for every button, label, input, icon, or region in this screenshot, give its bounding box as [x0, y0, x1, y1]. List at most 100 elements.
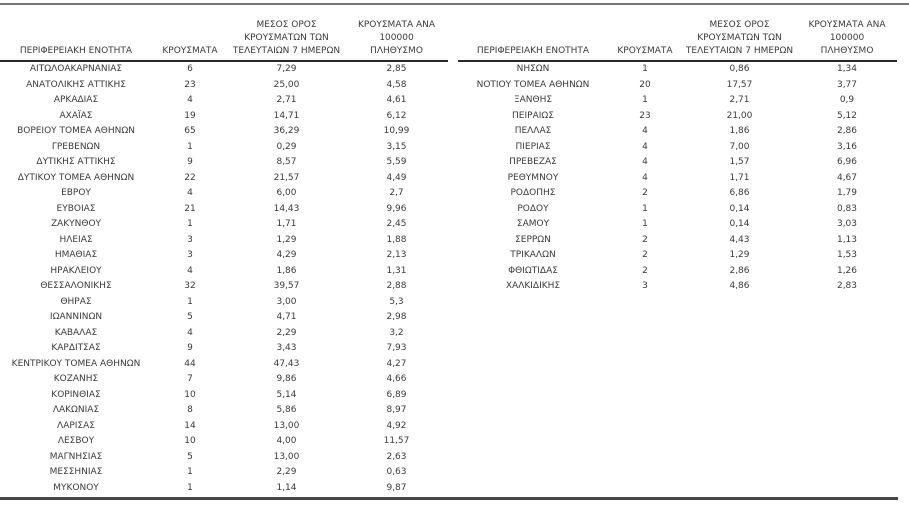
cell-per100k: 3,77 [836, 79, 858, 90]
cell-region: ΑΧΑΪΑΣ [59, 110, 93, 121]
cell-avg7: 14,43 [273, 203, 300, 214]
cell-per100k: 1,53 [836, 250, 858, 260]
table-header-left: ΠΕΡΙΦΕΡΕΙΑΚΗ ΕΝΟΤΗΤΑ ΚΡΟΥΣΜΑΤΑ ΜΕΣΟΣ ΟΡΟ… [0, 5, 448, 62]
table-header-right: ΠΕΡΙΦΕΡΕΙΑΚΗ ΕΝΟΤΗΤΑ ΚΡΟΥΣΜΑΤΑ ΜΕΣΟΣ ΟΡΟ… [458, 5, 897, 62]
cell-per100k: 1,26 [836, 265, 858, 276]
cell-avg7: 7,29 [276, 64, 297, 74]
column-header-avg7: ΜΕΣΟΣ ΟΡΟΣ ΚΡΟΥΣΜΑΤΩΝ ΤΩΝ ΤΕΛΕΥΤΑΙΩΝ 7 Η… [682, 5, 797, 62]
cell-region: ΚΑΒΑΛΑΣ [54, 327, 98, 338]
cell-cases: 4 [187, 265, 193, 276]
cell-avg7: 4,29 [276, 250, 297, 260]
cell-avg7: 39,57 [273, 281, 300, 291]
table-row: ΧΑΛΚΙΔΙΚΗΣ 3 4,86 2,83 [458, 279, 897, 295]
cell-region: ΔΥΤΙΚΗΣ ΑΤΤΙΚΗΣ [36, 157, 116, 167]
cell-per100k: 4,27 [386, 358, 407, 369]
cell-avg7: 25,00 [273, 79, 300, 90]
cell-avg7: 5,14 [276, 389, 297, 400]
table-row: ΚΟΖΑΝΗΣ 7 9,86 4,66 [0, 372, 448, 388]
cell-cases: 23 [639, 110, 651, 121]
cell-cases: 22 [184, 172, 196, 183]
header-row: ΠΕΡΙΦΕΡΕΙΑΚΗ ΕΝΟΤΗΤΑ ΚΡΟΥΣΜΑΤΑ ΜΕΣΟΣ ΟΡΟ… [0, 5, 448, 62]
cell-region: ΡΕΘΥΜΝΟΥ [507, 172, 559, 183]
cell-per100k: 5,12 [836, 110, 858, 121]
table-body-left: ΑΙΤΩΛΟΑΚΑΡΝΑΝΙΑΣ 6 7,29 2,85 ΑΝΑΤΟΛΙΚΗΣ ΑΤΤΙ… [0, 61, 448, 496]
cell-avg7: 1,57 [729, 157, 750, 167]
cell-cases: 4 [187, 95, 193, 105]
cell-avg7: 1,71 [729, 172, 750, 183]
cell-avg7: 0,14 [729, 203, 750, 214]
cell-cases: 4 [642, 157, 648, 167]
cell-region: ΚΕΝΤΡΙΚΟΥ ΤΟΜΕΑ ΑΘΗΝΩΝ [11, 358, 141, 369]
table-row: ΝΟΤΙΟΥ ΤΟΜΕΑ ΑΘΗΝΩΝ 20 17,57 3,77 [458, 78, 897, 94]
cell-avg7: 7,00 [729, 141, 750, 152]
cell-avg7: 9,86 [276, 374, 297, 384]
cell-avg7: 5,86 [276, 405, 297, 415]
cell-cases: 4 [642, 126, 648, 136]
cell-cases: 7 [187, 374, 193, 384]
cell-per100k: 2,13 [386, 250, 407, 260]
cell-cases: 2 [642, 250, 648, 260]
cell-per100k: 2,85 [386, 64, 407, 74]
cell-region: ΠΕΛΛΑΣ [514, 126, 552, 136]
cell-per100k: 9,87 [386, 482, 407, 493]
cell-avg7: 36,29 [273, 126, 300, 136]
table-row: ΡΟΔΟΥ 1 0,14 0,83 [458, 202, 897, 218]
cell-region: ΘΗΡΑΣ [60, 296, 92, 307]
cell-avg7: 0,14 [729, 219, 750, 229]
cell-region: ΗΜΑΘΙΑΣ [54, 250, 98, 260]
cell-cases: 1 [187, 467, 193, 477]
regional-cases-table-right: ΠΕΡΙΦΕΡΕΙΑΚΗ ΕΝΟΤΗΤΑ ΚΡΟΥΣΜΑΤΑ ΜΕΣΟΣ ΟΡΟ… [458, 5, 897, 295]
cell-per100k: 4,67 [836, 172, 858, 183]
cell-region: ΝΟΤΙΟΥ ΤΟΜΕΑ ΑΘΗΝΩΝ [476, 79, 590, 90]
cell-region: ΣΕΡΡΩΝ [515, 234, 551, 245]
table-row: ΗΛΕΙΑΣ 3 1,29 1,88 [0, 233, 448, 249]
table-row: ΕΥΒΟΙΑΣ 21 14,43 9,96 [0, 202, 448, 218]
cell-cases: 10 [184, 436, 196, 446]
cell-cases: 10 [184, 389, 196, 400]
cell-cases: 1 [642, 95, 648, 105]
cell-cases: 8 [187, 405, 193, 415]
cell-per100k: 1,31 [386, 265, 407, 276]
cell-region: ΜΕΣΣΗΝΙΑΣ [49, 467, 103, 477]
cell-region: ΕΒΡΟΥ [61, 188, 91, 198]
cell-per100k: 2,86 [836, 126, 858, 136]
cell-avg7: 47,43 [273, 358, 300, 369]
cell-region: ΒΟΡΕΙΟΥ ΤΟΜΕΑ ΑΘΗΝΩΝ [17, 126, 135, 136]
cell-region: ΜΑΓΝΗΣΙΑΣ [49, 451, 103, 462]
cell-per100k: 2,88 [386, 281, 407, 291]
table-row: ΑΝΑΤΟΛΙΚΗΣ ΑΤΤΙΚΗΣ 23 25,00 4,58 [0, 78, 448, 94]
table-row: ΦΘΙΩΤΙΔΑΣ 2 2,86 1,26 [458, 264, 897, 280]
cell-avg7: 6,86 [729, 188, 750, 198]
cell-avg7: 4,86 [729, 281, 750, 291]
table-row: ΠΕΙΡΑΙΩΣ 23 21,00 5,12 [458, 109, 897, 125]
cell-region: ΠΡΕΒΕΖΑΣ [509, 157, 557, 167]
cell-region: ΤΡΙΚΑΛΩΝ [510, 250, 556, 260]
cell-per100k: 4,61 [386, 95, 407, 105]
table-row: ΘΕΣΣΑΛΟΝΙΚΗΣ 32 39,57 2,88 [0, 279, 448, 295]
cell-cases: 5 [187, 451, 193, 462]
cell-region: ΚΟΡΙΝΘΙΑΣ [51, 389, 101, 400]
table-row: ΚΑΡΔΙΤΣΑΣ 9 3,43 7,93 [0, 341, 448, 357]
table-row: ΖΑΚΥΝΘΟΥ 1 1,71 2,45 [0, 217, 448, 233]
cell-avg7: 17,57 [726, 79, 753, 90]
cell-region: ΑΝΑΤΟΛΙΚΗΣ ΑΤΤΙΚΗΣ [26, 79, 126, 90]
cell-cases: 1 [187, 219, 193, 229]
cell-cases: 9 [187, 343, 193, 353]
cell-region: ΡΟΔΟΥ [517, 203, 549, 214]
cell-cases: 44 [184, 358, 196, 369]
cell-per100k: 2,45 [386, 219, 407, 229]
cell-region: ΑΡΚΑΔΙΑΣ [53, 95, 99, 105]
cell-per100k: 7,93 [386, 343, 407, 353]
table-row: ΚΑΒΑΛΑΣ 4 2,29 3,2 [0, 326, 448, 342]
table-row: ΕΒΡΟΥ 4 6,00 2,7 [0, 186, 448, 202]
cell-region: ΙΩΑΝΝΙΝΩΝ [49, 312, 103, 322]
cell-cases: 1 [187, 296, 193, 307]
table-row: ΜΥΚΟΝΟΥ 1 1,14 9,87 [0, 481, 448, 497]
table-row: ΤΡΙΚΑΛΩΝ 2 1,29 1,53 [458, 248, 897, 264]
cell-avg7: 2,86 [729, 265, 750, 276]
cell-region: ΛΑΚΩΝΙΑΣ [52, 405, 100, 415]
cell-per100k: 0,9 [839, 95, 855, 105]
cell-avg7: 1,86 [276, 265, 297, 276]
cell-cases: 2 [642, 188, 648, 198]
cell-cases: 32 [184, 281, 196, 291]
